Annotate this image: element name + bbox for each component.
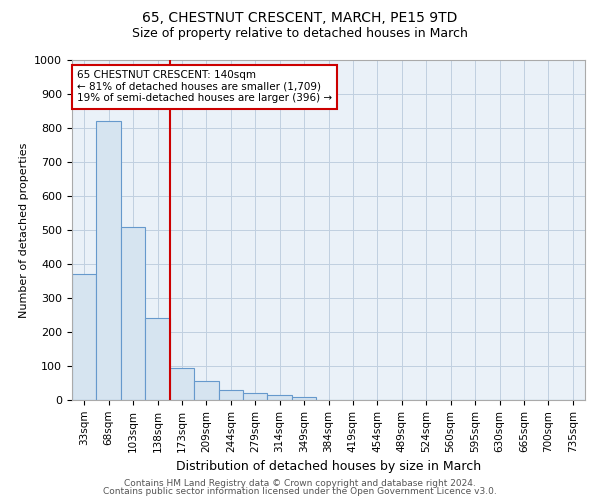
Bar bbox=[145, 318, 170, 400]
Text: Contains public sector information licensed under the Open Government Licence v3: Contains public sector information licen… bbox=[103, 487, 497, 496]
Text: Size of property relative to detached houses in March: Size of property relative to detached ho… bbox=[132, 28, 468, 40]
Bar bbox=[292, 396, 316, 400]
Bar bbox=[218, 390, 243, 400]
Bar bbox=[170, 368, 194, 400]
Y-axis label: Number of detached properties: Number of detached properties bbox=[19, 142, 29, 318]
Bar bbox=[121, 226, 145, 400]
X-axis label: Distribution of detached houses by size in March: Distribution of detached houses by size … bbox=[176, 460, 481, 473]
Text: 65 CHESTNUT CRESCENT: 140sqm
← 81% of detached houses are smaller (1,709)
19% of: 65 CHESTNUT CRESCENT: 140sqm ← 81% of de… bbox=[77, 70, 332, 103]
Text: 65, CHESTNUT CRESCENT, MARCH, PE15 9TD: 65, CHESTNUT CRESCENT, MARCH, PE15 9TD bbox=[142, 12, 458, 26]
Bar bbox=[97, 121, 121, 400]
Text: Contains HM Land Registry data © Crown copyright and database right 2024.: Contains HM Land Registry data © Crown c… bbox=[124, 478, 476, 488]
Bar bbox=[72, 274, 97, 400]
Bar bbox=[268, 395, 292, 400]
Bar bbox=[194, 382, 218, 400]
Bar bbox=[243, 393, 268, 400]
